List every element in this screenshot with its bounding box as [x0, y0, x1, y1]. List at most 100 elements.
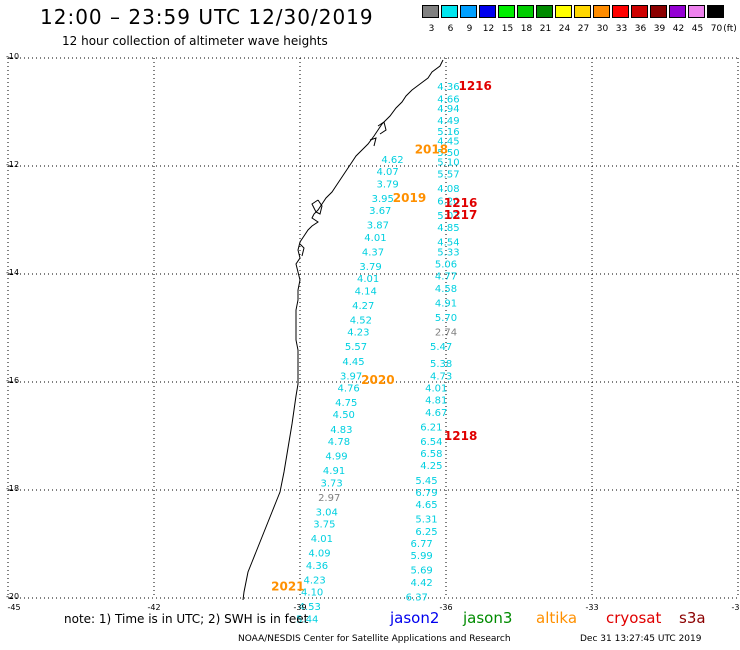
- pass-time-label: 2019: [393, 191, 426, 205]
- scale-swatch: [555, 5, 572, 18]
- pass-time-label: 2020: [361, 373, 394, 387]
- wave-height-label: 4.37: [362, 247, 384, 258]
- lat-tick-label: -18: [6, 484, 20, 493]
- scale-swatch: [536, 5, 553, 18]
- wave-height-label: 4.58: [435, 284, 457, 295]
- wave-height-label: 5.31: [415, 515, 437, 526]
- lat-tick-label: -12: [6, 160, 20, 169]
- wave-height-label: 5.99: [411, 551, 433, 562]
- wave-height-label: 3.75: [313, 520, 335, 531]
- wave-height-label: 4.36: [306, 561, 328, 572]
- wave-height-label: 2.74: [435, 328, 457, 339]
- mission-legend-item: altika: [536, 609, 578, 627]
- wave-height-label: 4.23: [347, 328, 369, 339]
- wave-height-label: 4.91: [323, 466, 345, 477]
- wave-height-label: 4.66: [437, 94, 459, 105]
- wave-height-label: 4.99: [325, 452, 347, 463]
- wave-height-label: 3.95: [372, 194, 394, 205]
- wave-height-label: 4.62: [381, 155, 403, 166]
- wave-height-label: 5.44: [296, 614, 318, 625]
- wave-height-label: 3.79: [359, 262, 381, 273]
- scale-label: 42: [672, 24, 685, 34]
- wave-height-label: 5.10: [437, 157, 459, 168]
- wave-height-label: 4.27: [352, 301, 374, 312]
- wave-height-label: 4.76: [338, 383, 360, 394]
- scale-label: 39: [653, 24, 666, 34]
- scale-label: 12: [482, 24, 495, 34]
- wave-height-label: 6.20: [437, 196, 459, 207]
- mission-legend-item: cryosat: [606, 609, 662, 627]
- pass-time-label: 1216: [458, 79, 491, 93]
- scale-swatch: [574, 5, 591, 18]
- scale-label: 6: [447, 24, 454, 34]
- scale-swatch: [422, 5, 439, 18]
- lon-tick-label: -39: [293, 603, 307, 612]
- wave-height-label: 4.65: [415, 500, 437, 511]
- wave-height-label: 4.23: [303, 575, 325, 586]
- wave-height-label: 5.57: [437, 170, 459, 181]
- wave-height-label: 2.97: [318, 493, 340, 504]
- scale-label: 15: [501, 24, 514, 34]
- wave-height-label: 5.03: [437, 211, 459, 222]
- scale-label: 18: [520, 24, 533, 34]
- wave-height-label: 6.58: [420, 449, 442, 460]
- wave-height-label: 6.77: [411, 539, 433, 550]
- wave-height-label: 5.16: [437, 127, 459, 138]
- wave-height-label: 4.01: [425, 383, 447, 394]
- coastline-bay: [299, 121, 387, 257]
- wave-height-label: 5.57: [345, 342, 367, 353]
- wave-height-label: 3.87: [367, 221, 389, 232]
- mission-legend-item: jason3: [463, 609, 513, 627]
- scale-swatch: [460, 5, 477, 18]
- scale-swatch: [707, 5, 724, 18]
- lon-tick-label: -42: [147, 603, 161, 612]
- wave-height-label: 5.33: [437, 247, 459, 258]
- wave-height-label: 4.45: [342, 357, 364, 368]
- pass-time-label: 1216: [444, 196, 477, 210]
- pass-time-label: 1217: [444, 208, 477, 222]
- wave-height-label: 4.85: [437, 223, 459, 234]
- wave-height-label: 4.78: [328, 437, 350, 448]
- chart-title: 12:00 – 23:59 UTC 12/30/2019: [40, 5, 374, 29]
- wave-height-label: 4.73: [430, 371, 452, 382]
- wave-height-label: 4.07: [376, 167, 398, 178]
- scale-swatch: [612, 5, 629, 18]
- scale-label: 36: [634, 24, 647, 34]
- wave-height-label: 4.36: [437, 82, 459, 93]
- wave-height-label: 4.10: [301, 588, 323, 599]
- wave-height-label: 4.49: [437, 116, 459, 127]
- wave-height-label: 4.54: [437, 238, 459, 249]
- wave-height-label: 4.14: [355, 286, 377, 297]
- lon-tick-label: -36: [439, 603, 453, 612]
- wave-height-label: 4.45: [437, 137, 459, 148]
- wave-height-label: 5.06: [435, 260, 457, 271]
- scale-label: 3: [428, 24, 435, 34]
- wave-height-label: 5.69: [411, 566, 433, 577]
- wave-height-label: 4.50: [333, 410, 355, 421]
- agency-credit: NOAA/NESDIS Center for Satellite Applica…: [238, 634, 511, 644]
- scale-swatch: [479, 5, 496, 18]
- scale-label: 9: [466, 24, 473, 34]
- scale-swatch: [517, 5, 534, 18]
- scale-swatch: [669, 5, 686, 18]
- scale-unit: (ft): [723, 24, 737, 34]
- pass-time-label: 2021: [271, 580, 304, 594]
- scale-label: 21: [539, 24, 552, 34]
- wave-height-label: 4.01: [357, 274, 379, 285]
- footnote: note: 1) Time is in UTC; 2) SWH is in fe…: [64, 612, 309, 626]
- scale-label: 27: [577, 24, 590, 34]
- wave-height-label: 4.81: [425, 396, 447, 407]
- scale-swatch: [631, 5, 648, 18]
- map-grid: [7, 57, 739, 599]
- wave-height-label: 4.94: [437, 104, 459, 115]
- scale-label: 24: [558, 24, 571, 34]
- scale-label: 70: [710, 24, 723, 34]
- lat-tick-label: -16: [6, 376, 20, 385]
- pass-time-label: 2018: [415, 142, 448, 156]
- wave-height-label: 5.50: [437, 148, 459, 159]
- lat-tick-label: -20: [6, 592, 20, 601]
- wave-height-label: 5.70: [435, 313, 457, 324]
- wave-height-label: 5.45: [415, 476, 437, 487]
- lat-tick-label: -10: [6, 52, 20, 61]
- wave-height-label: 3.97: [340, 371, 362, 382]
